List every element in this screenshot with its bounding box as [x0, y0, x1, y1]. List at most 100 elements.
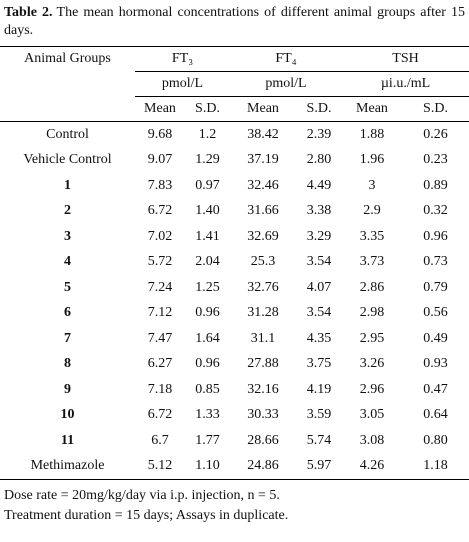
- table-cell: 3: [368, 177, 376, 193]
- note: Treatment duration = 15 days; Assays in …: [4, 508, 289, 523]
- table-cell: 3.54: [306, 305, 332, 321]
- table-cell: 0.93: [423, 356, 448, 372]
- table-cell: 1.96: [359, 152, 385, 168]
- table-cell: 2.9: [363, 203, 381, 219]
- table-cell: 9: [64, 381, 71, 397]
- table-cell: 4.49: [306, 177, 332, 193]
- table-row: 1 7.83 0.97 32.46 4.49 3 0.89: [0, 173, 469, 199]
- table-cell: 2.86: [359, 279, 385, 295]
- table-cell: 7.24: [147, 279, 173, 295]
- table-cell: 1.40: [195, 203, 220, 219]
- table-cell: 3.05: [359, 407, 385, 423]
- table-cell: Vehicle Control: [23, 152, 112, 168]
- table-cell: 32.76: [247, 279, 279, 295]
- table-cell: 4.26: [359, 458, 385, 474]
- table-cell: 3.73: [359, 254, 385, 270]
- table-cell: 4.07: [306, 279, 332, 295]
- header-cell: [0, 96, 135, 122]
- header-row: pmol/L pmol/L µi.u./mL: [0, 71, 469, 97]
- table-cell: 3.75: [306, 356, 332, 372]
- table-cell: 0.96: [195, 356, 220, 372]
- header-cell: S.D.: [296, 96, 342, 122]
- table-cell: Methimazole: [30, 458, 105, 474]
- table-cell: 5.72: [147, 254, 173, 270]
- header-cell: pmol/L: [230, 71, 342, 97]
- table-row: Vehicle Control 9.07 1.29 37.19 2.80 1.96 0.23: [0, 148, 469, 174]
- table-cell: 1.18: [423, 458, 448, 474]
- header-cell: µi.u./mL: [342, 71, 469, 97]
- table-cell: 1.64: [195, 330, 220, 346]
- table-row: 5 7.24 1.25 32.76 4.07 2.86 0.79: [0, 275, 469, 301]
- header-cell: Mean: [342, 96, 402, 122]
- table-cell: 2.96: [359, 381, 385, 397]
- table-cell: 4: [64, 254, 71, 270]
- table-cell: 3: [64, 228, 71, 244]
- table-cell: 9.68: [147, 126, 173, 142]
- table-cell: 38.42: [247, 126, 279, 142]
- table-cell: 10: [60, 407, 75, 423]
- table-cell: 5: [64, 279, 71, 295]
- table-cell: 0.96: [195, 305, 220, 321]
- table-cell: 0.23: [423, 152, 448, 168]
- table-cell: 7: [64, 330, 71, 346]
- table-cell: Control: [46, 126, 89, 142]
- table-cell: 3.29: [306, 228, 332, 244]
- table-cell: 0.49: [423, 330, 448, 346]
- table-cell: 2.95: [359, 330, 385, 346]
- table-cell: 32.46: [247, 177, 279, 193]
- table-cell: 6.72: [147, 407, 173, 423]
- table-cell: 3.38: [306, 203, 332, 219]
- header-cell: FT₄: [230, 46, 342, 72]
- header-cell: S.D.: [402, 96, 469, 122]
- table-cell: 25.3: [250, 254, 276, 270]
- table-cell: 32.16: [247, 381, 279, 397]
- table-row: 9 7.18 0.85 32.16 4.19 2.96 0.47: [0, 377, 469, 403]
- table-cell: 8: [64, 356, 71, 372]
- table-cell: 2: [64, 203, 71, 219]
- header-cell: S.D.: [185, 96, 230, 122]
- header-cell: pmol/L: [135, 71, 230, 97]
- table-cell: 0.64: [423, 407, 448, 423]
- table-row: 2 6.72 1.40 31.66 3.38 2.9 0.32: [0, 199, 469, 225]
- table: Animal Groups FT₃ FT₄ TSH pmol/L pmol/L µi.u./…: [0, 46, 469, 480]
- table-cell: 0.47: [423, 381, 448, 397]
- table-cell: 24.86: [247, 458, 279, 474]
- table-cell: 0.85: [195, 381, 220, 397]
- table-cell: 5.97: [306, 458, 332, 474]
- table-cell: 1.25: [195, 279, 220, 295]
- table-cell: 1.10: [195, 458, 220, 474]
- table-cell: 5.12: [147, 458, 173, 474]
- table-cell: 4.19: [306, 381, 332, 397]
- header-row: Animal Groups FT₃ FT₄ TSH: [0, 46, 469, 72]
- table-cell: 3.54: [306, 254, 332, 270]
- header-cell: Animal Groups: [24, 51, 111, 67]
- table-cell: 0.56: [423, 305, 448, 321]
- caption-label: Table 2.: [4, 5, 53, 20]
- table-cell: 4.35: [306, 330, 332, 346]
- table-row: 10 6.72 1.33 30.33 3.59 3.05 0.64: [0, 403, 469, 429]
- table-cell: 32.69: [247, 228, 279, 244]
- table-row: 6 7.12 0.96 31.28 3.54 2.98 0.56: [0, 301, 469, 327]
- table-cell: 0.79: [423, 279, 448, 295]
- header-cell: TSH: [342, 46, 469, 72]
- table-cell: 3.59: [306, 407, 332, 423]
- table-cell: 7.18: [147, 381, 173, 397]
- header-cell: FT₃: [135, 46, 230, 72]
- caption-text: The mean hormonal concentrations of diff…: [4, 5, 465, 38]
- table-cell: 30.33: [247, 407, 279, 423]
- header-row: Mean S.D. Mean S.D. Mean S.D.: [0, 96, 469, 122]
- table-body: Animal Groups FT₃ FT₄ TSH pmol/L pmol/L µi.u./…: [0, 46, 469, 480]
- page: Table 2. The mean hormonal concentrations…: [0, 4, 469, 542]
- table-cell: 2.04: [195, 254, 220, 270]
- table-row: 4 5.72 2.04 25.3 3.54 3.73 0.73: [0, 250, 469, 276]
- table-cell: 3.26: [359, 356, 385, 372]
- table-cell: 7.02: [147, 228, 173, 244]
- table-cell: 5.74: [306, 432, 332, 448]
- table-cell: 1.33: [195, 407, 220, 423]
- table-cell: 2.98: [359, 305, 385, 321]
- table-cell: 27.88: [247, 356, 279, 372]
- table-cell: 0.80: [423, 432, 448, 448]
- notes: Dose rate = 20mg/kg/day via i.p. injecti…: [4, 486, 465, 526]
- table-cell: 3.35: [359, 228, 385, 244]
- table-row: 11 6.7 1.77 28.66 5.74 3.08 0.80: [0, 428, 469, 454]
